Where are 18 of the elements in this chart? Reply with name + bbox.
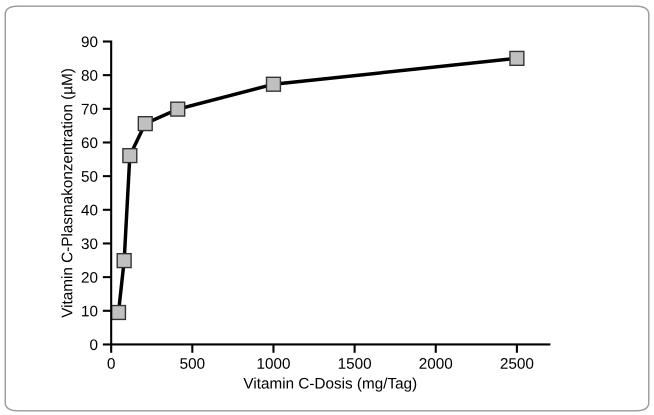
y-tick-label: 10	[82, 306, 98, 316]
y-tick-label: 40	[81, 204, 98, 216]
y-tick-label: 20	[82, 272, 98, 283]
x-tick-label: 2500	[500, 358, 534, 369]
y-tick-label: 90	[82, 36, 98, 48]
x-tick-label: 1000	[258, 358, 290, 369]
y-tick-label: 30	[82, 238, 98, 250]
y-tick-label: 80	[82, 70, 98, 81]
x-axis-title: Vitamin C-Dosis (mg/Tag)	[243, 377, 416, 392]
y-tick-label: 70	[82, 104, 98, 115]
x-tick-label: 500	[180, 358, 204, 369]
y-tick-label: 50	[82, 171, 98, 182]
y-tick-label: 0	[90, 339, 98, 350]
y-tick-label: 60	[82, 137, 98, 148]
x-tick-label: 0	[108, 358, 115, 369]
x-tick-label: 2000	[420, 358, 452, 369]
y-axis-title: Vitamin C-Plasmakonzentration (µM)	[61, 69, 76, 318]
x-tick-label: 1500	[338, 358, 372, 369]
